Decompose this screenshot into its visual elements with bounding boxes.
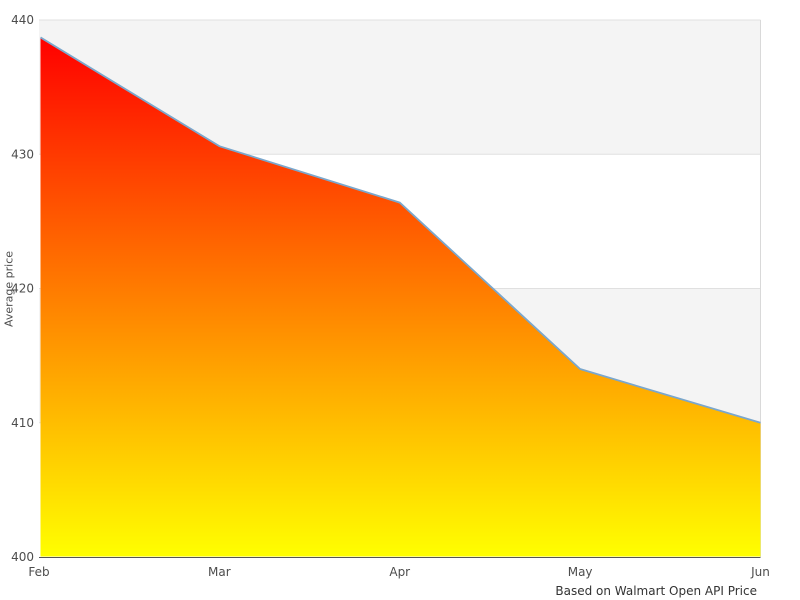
x-tick-label: Apr (389, 565, 410, 579)
x-tick-label: May (568, 565, 593, 579)
x-tick-label: Mar (208, 565, 231, 579)
x-tick-label: Jun (750, 565, 770, 579)
y-tick-label: 430 (11, 147, 34, 161)
chart-caption: Based on Walmart Open API Price (555, 584, 757, 598)
y-tick-label: 420 (11, 282, 34, 296)
y-tick-label: 440 (11, 13, 34, 27)
y-tick-label: 400 (11, 550, 34, 564)
x-tick-label: Feb (28, 565, 49, 579)
y-tick-label: 410 (11, 416, 34, 430)
area-fill (40, 37, 761, 557)
y-axis-title: Average price (2, 250, 16, 328)
series-line (40, 36, 761, 424)
